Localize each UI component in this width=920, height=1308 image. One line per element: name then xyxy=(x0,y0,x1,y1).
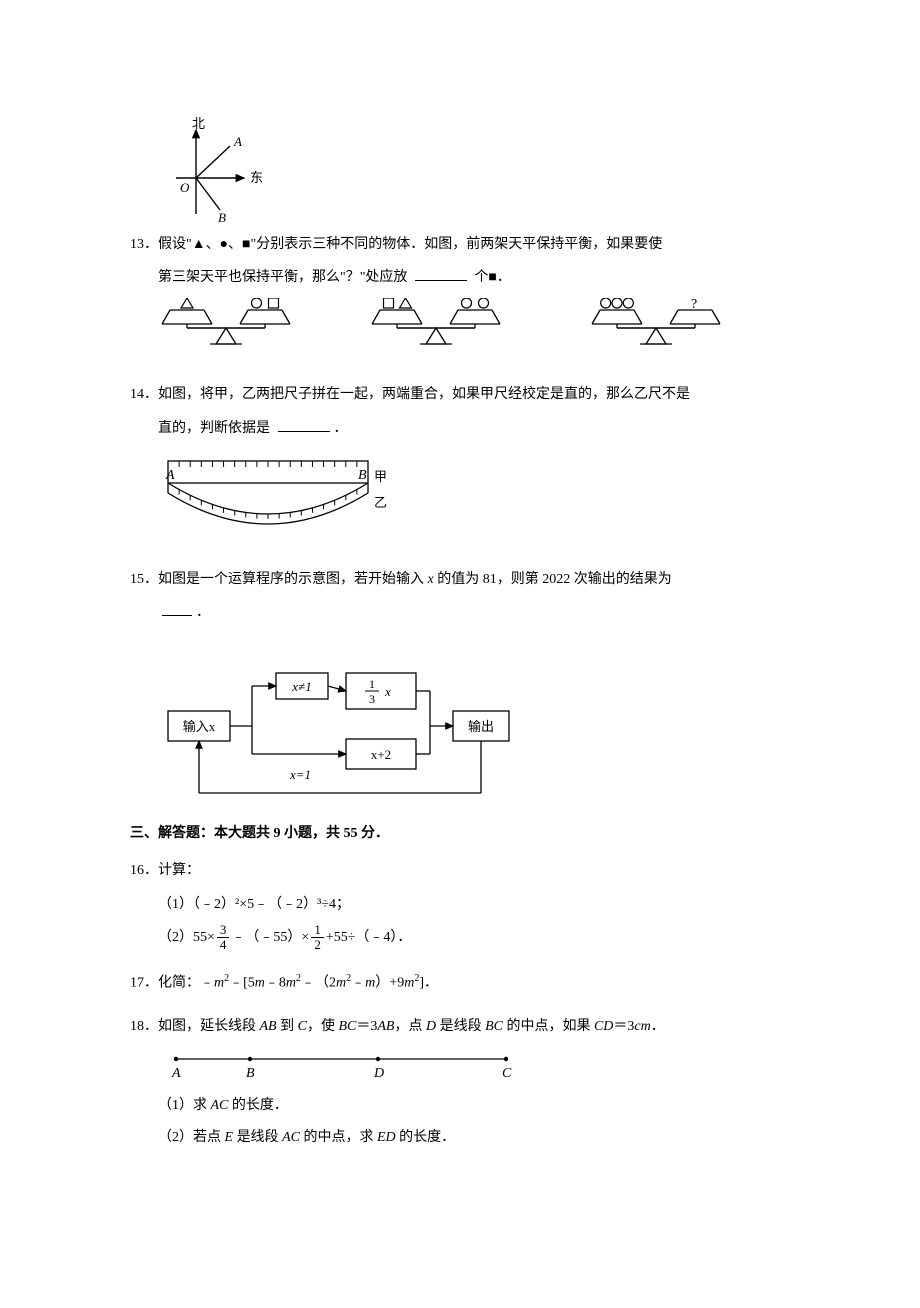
question-17: 17．化简：﹣m2﹣[5m﹣8m2﹣（2m2﹣m）+9m2]． xyxy=(130,970,790,996)
q18-line: 18．如图，延长线段 AB 到 C，使 BC＝3AB，点 D 是线段 BC 的中… xyxy=(130,1014,790,1039)
compass-svg: 北 东 O A B xyxy=(158,116,298,226)
q13-text-a: 假设"▲、●、■"分别表示三种不同的物体．如图，前两架天平保持平衡，如果要使 xyxy=(158,237,662,252)
q14-line2: 直的，判断依据是 ． xyxy=(130,416,790,441)
svg-text:x: x xyxy=(384,684,391,699)
svg-text:输出: 输出 xyxy=(468,719,494,734)
q13-line2: 第三架天平也保持平衡，那么"？"处应放 个■． xyxy=(130,265,790,290)
q16-frac1: 34 xyxy=(217,923,230,953)
q13-line1: 13．假设"▲、●、■"分别表示三种不同的物体．如图，前两架天平保持平衡，如果要… xyxy=(130,232,790,257)
A-label: A xyxy=(233,134,242,149)
svg-text:?: ? xyxy=(691,298,697,312)
q14-ruler-figure: A B甲乙 xyxy=(158,449,790,549)
q17-num: 17． xyxy=(130,976,158,991)
q14-line1: 14．如图，将甲，乙两把尺子拼在一起，两端重合，如果甲尺经校定是直的，那么乙尺不… xyxy=(130,382,790,407)
q16-p1-label: （1） xyxy=(158,897,193,912)
svg-text:输入x: 输入x xyxy=(183,719,216,734)
question-16: 16．计算： （1）（﹣2）²×5﹣（﹣2）³÷4； （2）55×34﹣（﹣55… xyxy=(130,858,790,952)
q15-num: 15． xyxy=(130,572,158,587)
line-svg: ABDC xyxy=(158,1049,538,1083)
svg-text:A: A xyxy=(165,468,175,483)
origin-label: O xyxy=(180,180,190,195)
q12-compass-figure: 北 东 O A B xyxy=(158,116,790,226)
q16-p1: （1）（﹣2）²×5﹣（﹣2）³÷4； xyxy=(158,892,790,917)
q16-p1-text: （﹣2）²×5﹣（﹣2）³÷4； xyxy=(193,897,350,912)
q16-title: 16．计算： xyxy=(130,858,790,883)
svg-text:乙: 乙 xyxy=(374,495,387,510)
question-18: 18．如图，延长线段 AB 到 C，使 BC＝3AB，点 D 是线段 BC 的中… xyxy=(130,1014,790,1150)
question-15: 15．如图是一个运算程序的示意图，若开始输入 x 的值为 81，则第 2022 … xyxy=(130,567,790,803)
q13-balances: ? xyxy=(158,298,790,364)
q15-text-a: 如图是一个运算程序的示意图，若开始输入 xyxy=(158,572,428,587)
svg-text:3: 3 xyxy=(369,692,375,706)
q16-p2-tail: +55÷（﹣4）． xyxy=(326,930,412,945)
svg-text:x=1: x=1 xyxy=(289,767,311,782)
q14-num: 14． xyxy=(130,387,158,402)
q13-text-b: 第三架天平也保持平衡，那么"？"处应放 xyxy=(158,270,407,285)
svg-text:B: B xyxy=(358,468,367,483)
q13-num: 13． xyxy=(130,237,158,252)
q16-num: 16． xyxy=(130,863,158,878)
balances-svg: ? xyxy=(158,298,808,364)
q18-p1: （1）求 AC 的长度． xyxy=(158,1093,790,1118)
q18-p2: （2）若点 E 是线段 AC 的中点，求 ED 的长度． xyxy=(158,1125,790,1150)
q18-line-figure: ABDC xyxy=(158,1049,790,1083)
q16-p2-label: （2） xyxy=(158,930,193,945)
q16-frac2: 12 xyxy=(311,923,324,953)
q17-line: 17．化简：﹣m2﹣[5m﹣8m2﹣（2m2﹣m）+9m2]． xyxy=(130,970,790,996)
q14-period: ． xyxy=(334,421,348,436)
q16-p2: （2）55×34﹣（﹣55）×12+55÷（﹣4）． xyxy=(158,923,790,953)
q14-blank xyxy=(278,418,330,432)
B-label: B xyxy=(218,210,226,225)
section-3-title: 三、解答题：本大题共 9 小题，共 55 分． xyxy=(130,821,790,846)
svg-text:x+2: x+2 xyxy=(371,747,391,762)
q15-blank xyxy=(162,602,192,616)
ruler-svg: A B甲乙 xyxy=(158,449,398,549)
q16-title-text: 计算： xyxy=(158,863,200,878)
svg-text:1: 1 xyxy=(369,677,375,691)
q18-p2-label: （2） xyxy=(158,1130,193,1145)
svg-text:C: C xyxy=(502,1066,512,1081)
q16-p2-prefix: 55× xyxy=(193,930,215,945)
question-14: 14．如图，将甲，乙两把尺子拼在一起，两端重合，如果甲尺经校定是直的，那么乙尺不… xyxy=(130,382,790,548)
q15-blank-note: ． xyxy=(196,605,210,620)
svg-text:x≠1: x≠1 xyxy=(291,679,311,694)
svg-text:A: A xyxy=(171,1066,181,1081)
svg-text:B: B xyxy=(246,1066,255,1081)
q13-blank xyxy=(415,267,467,281)
question-13: 13．假设"▲、●、■"分别表示三种不同的物体．如图，前两架天平保持平衡，如果要… xyxy=(130,232,790,364)
q14-text-a: 如图，将甲，乙两把尺子拼在一起，两端重合，如果甲尺经校定是直的，那么乙尺不是 xyxy=(158,387,690,402)
q15-flow-figure: 输入x 输出 13x x+2 x≠1 x=1 xyxy=(158,633,790,803)
q14-text-b: 直的，判断依据是 xyxy=(158,421,270,436)
q15-blank-line: ． xyxy=(130,600,790,625)
q18-p1-label: （1） xyxy=(158,1098,193,1113)
q18-num: 18． xyxy=(130,1019,158,1034)
flow-svg: 输入x 输出 13x x+2 x≠1 x=1 xyxy=(158,633,518,803)
q16-p2-mid1: ﹣（﹣55）× xyxy=(231,930,309,945)
q15-text-b: 的值为 81，则第 2022 次输出的结果为 xyxy=(434,572,672,587)
svg-text:D: D xyxy=(373,1066,384,1081)
north-label: 北 xyxy=(192,116,205,131)
east-label: 东 xyxy=(250,170,263,185)
svg-text:甲: 甲 xyxy=(374,469,387,484)
q13-text-c: 个■． xyxy=(474,270,510,285)
q15-line1: 15．如图是一个运算程序的示意图，若开始输入 x 的值为 81，则第 2022 … xyxy=(130,567,790,592)
